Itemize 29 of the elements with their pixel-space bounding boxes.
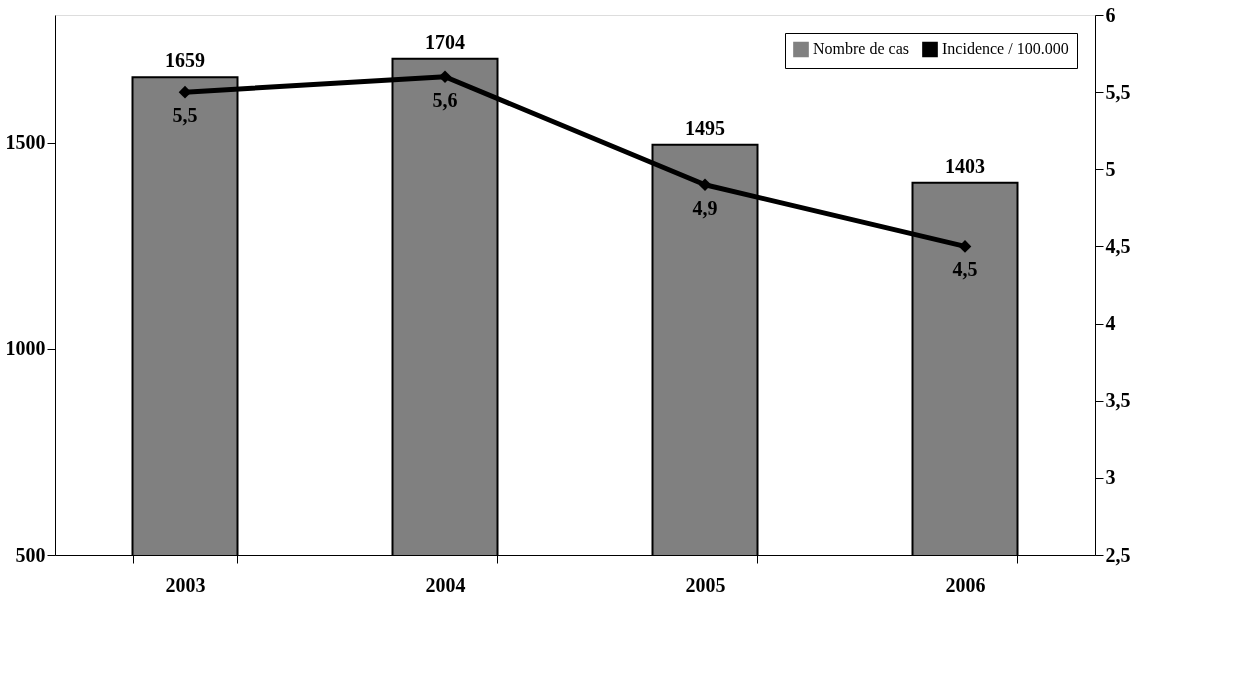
point <box>958 240 972 253</box>
y2-tick-label: 3 <box>1105 466 1116 489</box>
y2-tick-label: 4,5 <box>1105 234 1131 257</box>
y-tick-label: 500 <box>15 543 46 566</box>
x-tick-label: 2004 <box>425 573 466 596</box>
y2-tick-label: 6 <box>1105 3 1116 26</box>
y2-tick-label: 5 <box>1105 157 1116 180</box>
x-tick-label: 2003 <box>165 573 206 596</box>
y2-tick-label: 3,5 <box>1105 389 1131 412</box>
point <box>178 85 192 99</box>
y-tick-label: 1000 <box>5 337 46 360</box>
data-label: 1659 <box>165 49 205 72</box>
y2-tick-label: 4 <box>1105 312 1116 335</box>
y2-tick-label: 5,5 <box>1105 80 1131 103</box>
data-label: 4,5 <box>952 258 978 281</box>
legend-label: Nombre de cas <box>813 40 909 58</box>
y2-tick-label: 2,5 <box>1105 543 1131 566</box>
data-label: 1495 <box>685 116 725 139</box>
data-label: 4,9 <box>692 196 718 219</box>
data-label: 1403 <box>945 154 985 177</box>
data-label: 5,6 <box>432 88 458 111</box>
data-label: 1704 <box>425 30 465 53</box>
point <box>438 70 452 84</box>
y-tick-label: 1500 <box>5 131 46 154</box>
point <box>698 178 712 192</box>
legend-label: Incidence / 100.000 <box>942 40 1069 58</box>
x-tick-label: 2006 <box>945 573 986 596</box>
data-label: 5,5 <box>172 104 198 127</box>
x-tick-label: 2005 <box>685 573 726 596</box>
